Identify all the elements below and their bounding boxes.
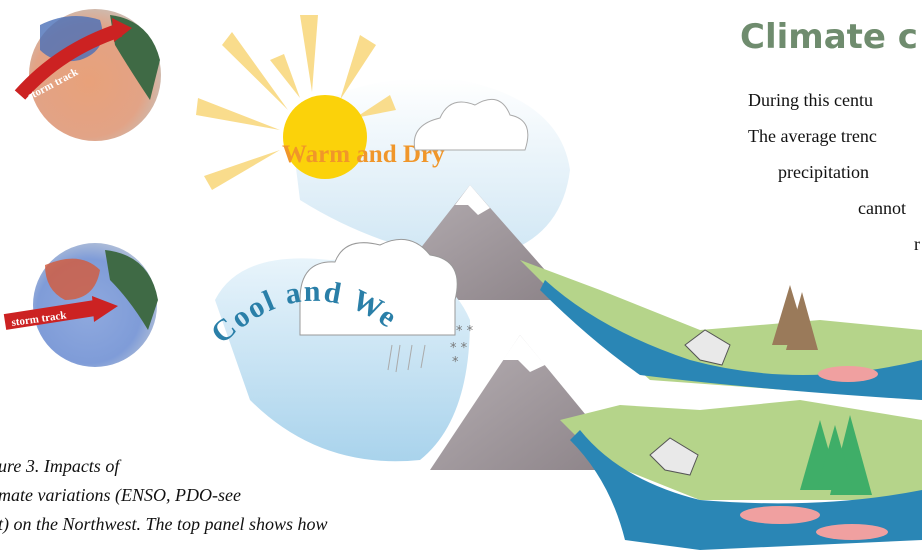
article-line: r <box>914 234 920 254</box>
cloud <box>413 98 529 151</box>
river <box>570 430 922 550</box>
rain <box>387 344 426 373</box>
article-line: The average trenc <box>748 126 877 146</box>
fish <box>816 524 888 540</box>
fish <box>818 366 878 382</box>
snow: * ** ** <box>450 324 474 370</box>
article-heading: Climate c <box>740 17 918 57</box>
river <box>540 280 922 400</box>
caption: ure 3. Impacts of mate variations (ENSO,… <box>0 456 328 535</box>
globe-cool: storm track <box>3 243 158 367</box>
trees <box>772 285 818 350</box>
cloud <box>299 238 458 336</box>
trees <box>800 415 872 495</box>
caption-line: mate variations (ENSO, PDO-see <box>0 485 241 506</box>
article-line: precipitation <box>778 162 869 182</box>
land <box>520 260 922 400</box>
caption-line: t) on the Northwest. The top panel shows… <box>0 514 328 535</box>
mountain <box>430 335 610 470</box>
svg-text:* *: * * <box>450 341 468 356</box>
fish <box>740 506 820 524</box>
svg-text:* *: * * <box>456 324 474 339</box>
globe-warm: storm track <box>14 9 161 141</box>
article-line: During this centu <box>748 90 873 110</box>
article-body: During this centu The average trenc prec… <box>748 90 920 254</box>
article-line: cannot <box>858 198 906 218</box>
svg-text:*: * <box>452 355 459 370</box>
caption-line: ure 3. Impacts of <box>0 456 122 476</box>
sun <box>196 15 396 190</box>
